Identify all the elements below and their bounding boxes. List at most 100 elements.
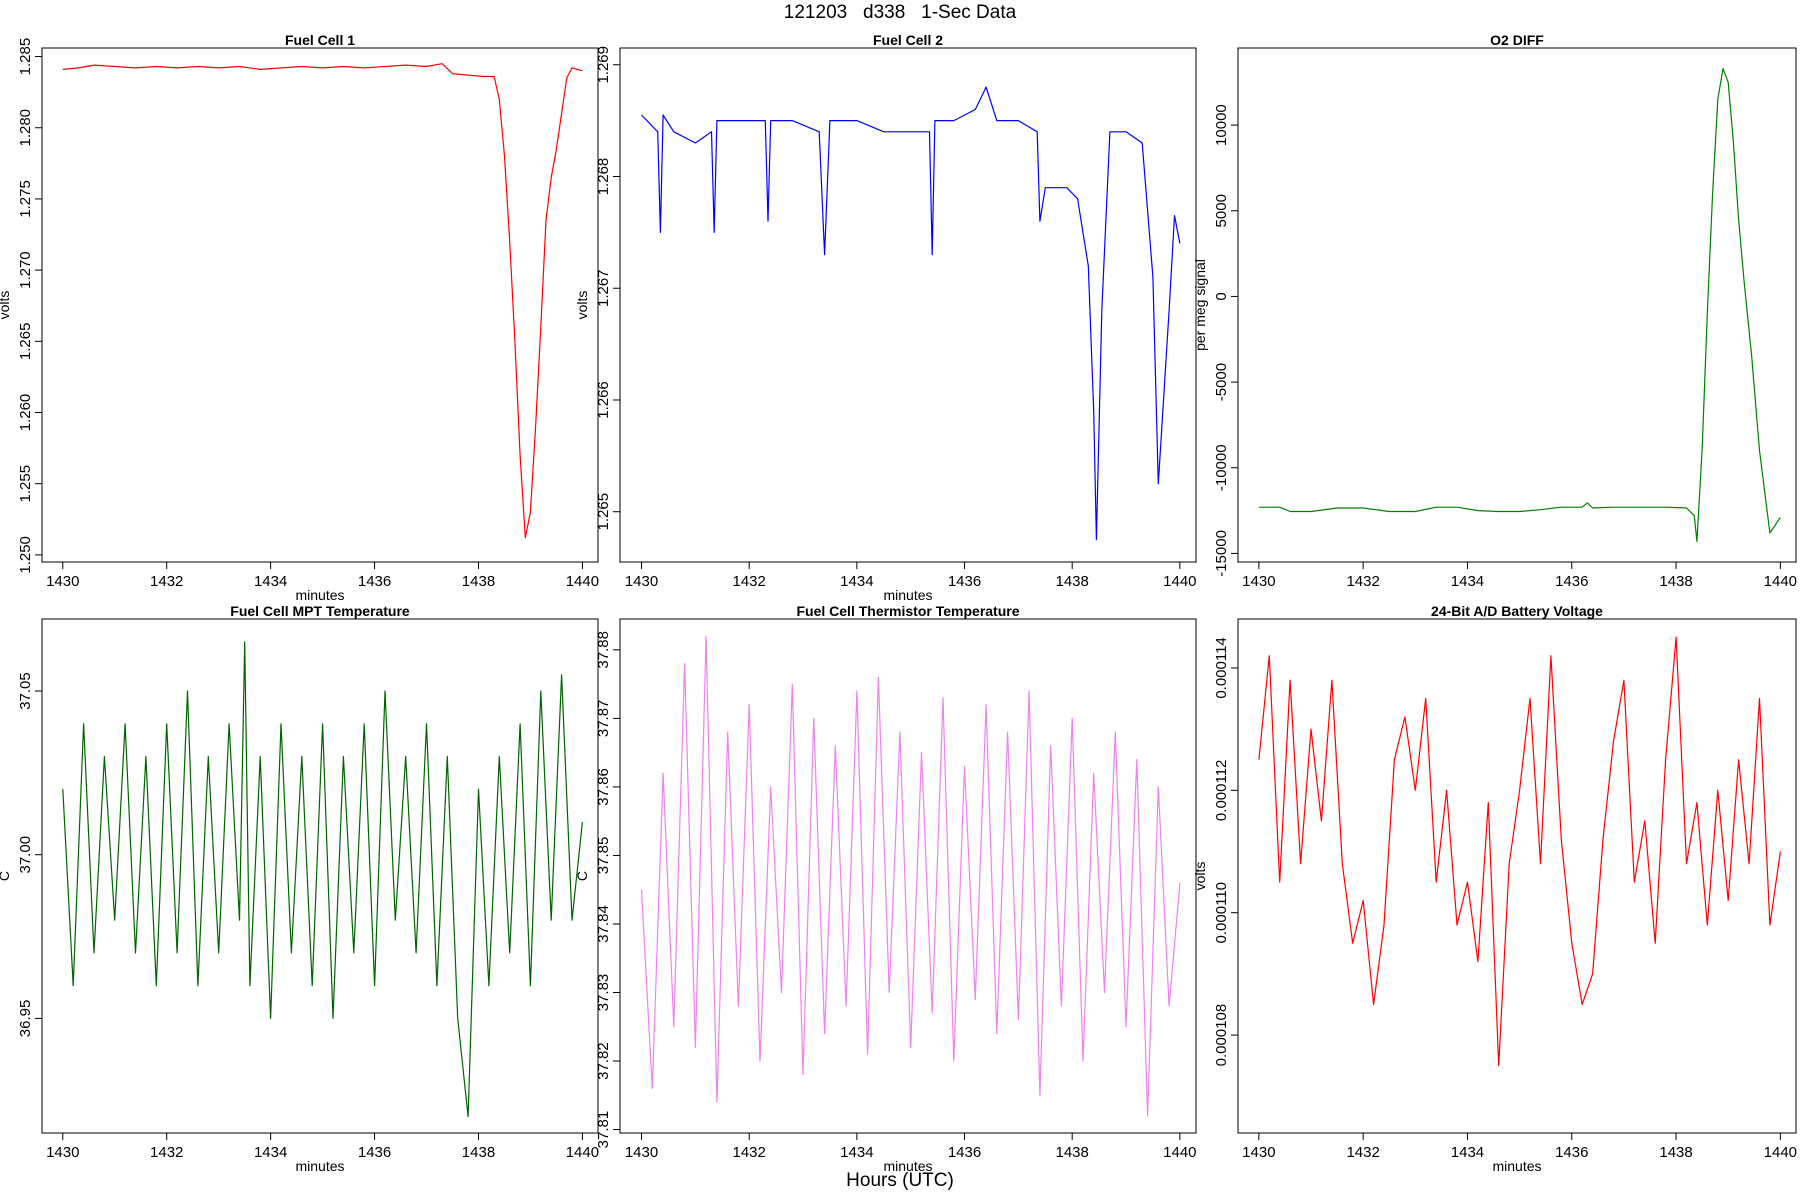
y-tick-label: 0.000108 <box>1213 1004 1230 1067</box>
y-tick-label: 1.265 <box>595 493 612 531</box>
x-tick-label: 1432 <box>733 1144 766 1161</box>
chart-title: Fuel Cell Thermistor Temperature <box>796 603 1019 619</box>
y-tick-label: -5000 <box>1213 363 1230 401</box>
y-tick-label: -15000 <box>1213 530 1230 577</box>
x-tick-label: 1438 <box>1659 573 1692 590</box>
y-tick-label: 1.265 <box>17 323 34 361</box>
y-axis-label: C <box>574 871 590 881</box>
y-tick-label: -10000 <box>1213 444 1230 491</box>
x-axis-label: minutes <box>295 1158 344 1174</box>
x-tick-label: 1436 <box>1555 573 1588 590</box>
plot-frame <box>1237 47 1797 563</box>
y-tick-label: 37.81 <box>595 1111 612 1149</box>
x-tick-label: 1430 <box>625 573 658 590</box>
y-tick-label: 1.269 <box>595 46 612 84</box>
x-tick-label: 1438 <box>1055 1144 1088 1161</box>
x-tick-label: 1434 <box>1451 573 1484 590</box>
plot-frame <box>619 47 1197 563</box>
x-tick-label: 1434 <box>840 1144 873 1161</box>
y-axis-label: C <box>0 871 12 881</box>
y-tick-label: 1.268 <box>595 158 612 196</box>
x-axis-label: minutes <box>883 1158 932 1174</box>
x-tick-label: 1436 <box>358 573 391 590</box>
chart-title: Fuel Cell 2 <box>873 32 943 48</box>
y-tick-label: 5000 <box>1213 194 1230 227</box>
x-tick-label: 1430 <box>46 1144 79 1161</box>
y-tick-label: 37.05 <box>17 672 34 710</box>
y-axis-label: per meg signal <box>1192 259 1208 351</box>
series-line <box>62 63 583 539</box>
x-tick-label: 1432 <box>150 1144 183 1161</box>
x-tick-label: 1440 <box>1163 1144 1196 1161</box>
x-axis-label: minutes <box>295 587 344 603</box>
x-tick-label: 1434 <box>254 573 287 590</box>
x-tick-label: 1432 <box>150 573 183 590</box>
y-tick-label: 37.83 <box>595 974 612 1012</box>
x-tick-label: 1438 <box>462 573 495 590</box>
y-tick-label: 37.88 <box>595 631 612 669</box>
chart-title: 24-Bit A/D Battery Voltage <box>1431 603 1603 619</box>
plot-frame <box>1237 618 1797 1134</box>
x-tick-label: 1440 <box>1764 573 1797 590</box>
y-tick-label: 1.267 <box>595 269 612 307</box>
y-tick-label: 37.87 <box>595 700 612 738</box>
x-axis-label: minutes <box>883 587 932 603</box>
x-tick-label: 1438 <box>462 1144 495 1161</box>
y-tick-label: 1.255 <box>17 465 34 503</box>
y-tick-label: 1.275 <box>17 180 34 218</box>
chart-title: O2 DIFF <box>1490 32 1544 48</box>
y-axis-label: volts <box>574 291 590 320</box>
x-tick-label: 1436 <box>358 1144 391 1161</box>
x-tick-label: 1436 <box>948 573 981 590</box>
page-title: 121203 d338 1-Sec Data <box>783 2 1017 23</box>
series-line <box>641 86 1181 541</box>
x-tick-label: 1438 <box>1055 573 1088 590</box>
series-line <box>1258 636 1781 1067</box>
y-tick-label: 0 <box>1213 292 1230 300</box>
x-tick-label: 1434 <box>254 1144 287 1161</box>
x-tick-label: 1434 <box>1451 1144 1484 1161</box>
y-tick-label: 37.84 <box>595 905 612 943</box>
y-tick-label: 37.82 <box>595 1042 612 1080</box>
chart-title: Fuel Cell 1 <box>285 32 355 48</box>
series-line <box>1258 67 1781 543</box>
y-tick-label: 1.280 <box>17 109 34 147</box>
y-tick-label: 37.86 <box>595 768 612 806</box>
chart-title: Fuel Cell MPT Temperature <box>230 603 410 619</box>
series-line <box>640 635 1181 1117</box>
plot-frame <box>619 618 1197 1134</box>
x-tick-label: 1430 <box>1242 1144 1275 1161</box>
x-tick-label: 1430 <box>46 573 79 590</box>
y-tick-label: 1.285 <box>17 38 34 76</box>
x-tick-label: 1436 <box>948 1144 981 1161</box>
y-tick-label: 1.260 <box>17 394 34 432</box>
y-tick-label: 1.270 <box>17 251 34 289</box>
series-line <box>62 641 583 1118</box>
x-tick-label: 1432 <box>1346 1144 1379 1161</box>
y-axis-label: volts <box>0 291 12 320</box>
x-tick-label: 1430 <box>625 1144 658 1161</box>
x-tick-label: 1440 <box>1764 1144 1797 1161</box>
x-tick-label: 1440 <box>566 573 599 590</box>
y-tick-label: 0.000110 <box>1213 882 1230 943</box>
x-tick-label: 1432 <box>733 573 766 590</box>
y-tick-label: 1.250 <box>17 536 34 574</box>
x-tick-label: 1440 <box>1163 573 1196 590</box>
y-tick-label: 1.266 <box>595 381 612 419</box>
y-tick-label: 36.95 <box>17 1000 34 1038</box>
x-axis-label: minutes <box>1492 1158 1541 1174</box>
x-tick-label: 1436 <box>1555 1144 1588 1161</box>
y-axis-label: volts <box>1192 862 1208 891</box>
y-tick-label: 37.85 <box>595 837 612 875</box>
y-tick-label: 0.000114 <box>1213 637 1230 698</box>
x-tick-label: 1430 <box>1242 573 1275 590</box>
y-tick-label: 37.00 <box>17 836 34 874</box>
x-tick-label: 1434 <box>840 573 873 590</box>
x-tick-label: 1438 <box>1659 1144 1692 1161</box>
footer-axis-label: Hours (UTC) <box>846 1170 954 1191</box>
y-tick-label: 10000 <box>1213 104 1230 146</box>
plot-frame <box>41 618 599 1134</box>
x-tick-label: 1432 <box>1346 573 1379 590</box>
y-tick-label: 0.000112 <box>1213 760 1230 821</box>
